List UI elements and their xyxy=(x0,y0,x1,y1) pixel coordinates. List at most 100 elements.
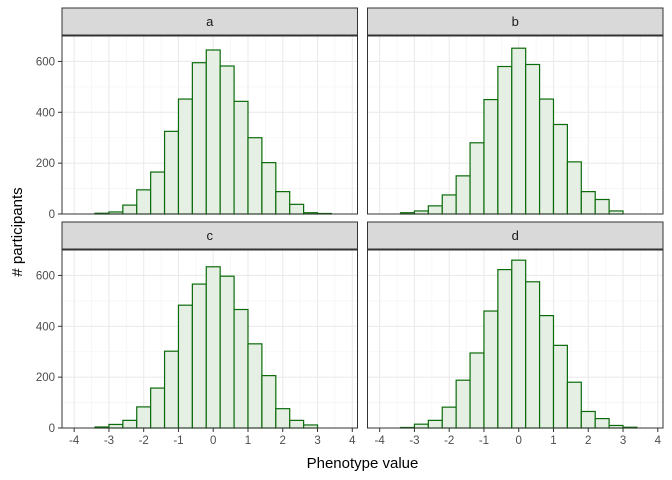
histogram-bar xyxy=(413,423,429,429)
x-tick-label: 1 xyxy=(245,435,251,447)
facet-strip xyxy=(61,221,358,250)
y-tick-label: 600 xyxy=(36,270,55,282)
histogram-bar xyxy=(261,162,277,215)
histogram-bar xyxy=(275,408,291,429)
histogram-bar xyxy=(538,98,555,215)
facet-strip-label: a xyxy=(206,14,214,29)
histogram-bar xyxy=(497,268,513,429)
histogram-bar xyxy=(233,308,249,429)
histogram-bar xyxy=(191,283,207,429)
x-tick-label: 3 xyxy=(314,435,320,447)
histogram-bar xyxy=(580,191,596,215)
facet-strip xyxy=(61,7,358,36)
histogram-bar xyxy=(275,191,291,215)
facet-strip-label: d xyxy=(512,228,519,243)
histogram-bar xyxy=(594,198,610,215)
x-tick-label: -4 xyxy=(375,435,386,447)
histogram-bar xyxy=(455,379,471,429)
histogram-bar xyxy=(289,419,305,429)
y-tick-label: 200 xyxy=(36,372,55,384)
panel-border xyxy=(61,35,358,215)
x-tick-label: -4 xyxy=(69,435,80,447)
histogram-bar xyxy=(497,65,513,215)
histogram-bar xyxy=(483,98,499,215)
x-tick-label: 3 xyxy=(620,435,626,447)
histogram-bar xyxy=(566,161,582,215)
facet-strip xyxy=(367,221,664,250)
histogram-bar xyxy=(191,62,207,215)
histogram-bar xyxy=(205,49,221,215)
x-tick-label: 2 xyxy=(280,435,286,447)
x-tick-label: -1 xyxy=(173,435,183,447)
histogram-bar xyxy=(247,137,263,215)
histogram-bar xyxy=(233,100,249,215)
histogram-bar xyxy=(136,406,152,429)
histogram-bar xyxy=(177,98,193,215)
facet-panel-a: a 0 200 400 600 xyxy=(36,7,358,221)
facet-panels: a 0 200 400 600 b c 0 200 400 600 -4 -3 -2 -1 0 1 2 3 4 d -4 -… xyxy=(36,7,664,447)
panel-border xyxy=(367,35,664,215)
x-tick-label: 4 xyxy=(349,435,356,447)
x-tick-label: -2 xyxy=(444,435,454,447)
facet-panel-d: d -4 -3 -2 -1 0 1 2 3 4 xyxy=(367,221,664,447)
histogram-bar xyxy=(469,142,485,215)
histogram-bar xyxy=(538,315,555,429)
x-tick-label: -3 xyxy=(409,435,419,447)
histogram-bar xyxy=(455,175,471,215)
histogram-bar xyxy=(511,47,527,215)
x-tick-label: 1 xyxy=(550,435,556,447)
histogram-bar xyxy=(525,63,541,215)
panel-border xyxy=(367,249,664,429)
x-tick-label: 0 xyxy=(516,435,522,447)
facet-strip xyxy=(367,7,664,36)
facet-strip-label: c xyxy=(207,228,214,243)
y-tick-label: 0 xyxy=(49,209,55,221)
histogram-bar xyxy=(219,65,235,215)
histogram-bar xyxy=(122,204,138,215)
x-tick-label: 2 xyxy=(585,435,591,447)
x-axis-title: Phenotype value xyxy=(307,455,419,472)
histogram-bar xyxy=(483,310,499,429)
histogram-bar xyxy=(205,266,221,429)
histogram-bar xyxy=(427,205,443,215)
histogram-bar xyxy=(163,130,180,215)
histogram-bar xyxy=(122,419,138,429)
y-axis-title: # participants xyxy=(9,187,26,276)
histogram-bar xyxy=(566,381,582,429)
histogram-bar xyxy=(594,417,610,429)
histogram-bar xyxy=(441,406,457,429)
y-tick-label: 600 xyxy=(36,56,55,68)
facet-strip-label: b xyxy=(512,14,519,29)
x-tick-label: 0 xyxy=(210,435,216,447)
x-tick-label: -2 xyxy=(139,435,149,447)
y-tick-label: 0 xyxy=(49,423,55,435)
histogram-bar xyxy=(261,375,277,429)
histogram-bar xyxy=(177,304,193,429)
x-tick-label: -3 xyxy=(104,435,114,447)
histogram-bar xyxy=(219,275,235,429)
facet-panel-b: b xyxy=(367,7,664,215)
histogram-bar xyxy=(163,350,180,429)
histogram-bar xyxy=(289,203,305,215)
histogram-bar xyxy=(247,343,263,429)
histogram-bar xyxy=(552,123,568,215)
histogram-bar xyxy=(469,352,485,429)
y-tick-label: 400 xyxy=(36,107,55,119)
histogram-bar xyxy=(427,419,443,429)
histogram-bar xyxy=(150,171,166,215)
histogram-bar xyxy=(552,344,568,429)
histogram-bar xyxy=(150,387,166,429)
x-tick-label: 4 xyxy=(655,435,662,447)
histogram-bar xyxy=(525,281,541,429)
histogram-bar xyxy=(511,259,527,429)
facet-panel-c: c 0 200 400 600 -4 -3 -2 -1 0 1 2 3 4 xyxy=(36,221,358,447)
panel-border xyxy=(61,249,358,429)
y-tick-label: 400 xyxy=(36,321,55,333)
x-tick-label: -1 xyxy=(479,435,489,447)
y-tick-label: 200 xyxy=(36,158,55,170)
histogram-bar xyxy=(108,423,124,429)
histogram-bar xyxy=(441,194,457,215)
histogram-bar xyxy=(580,410,596,429)
histogram-bar xyxy=(136,189,152,215)
